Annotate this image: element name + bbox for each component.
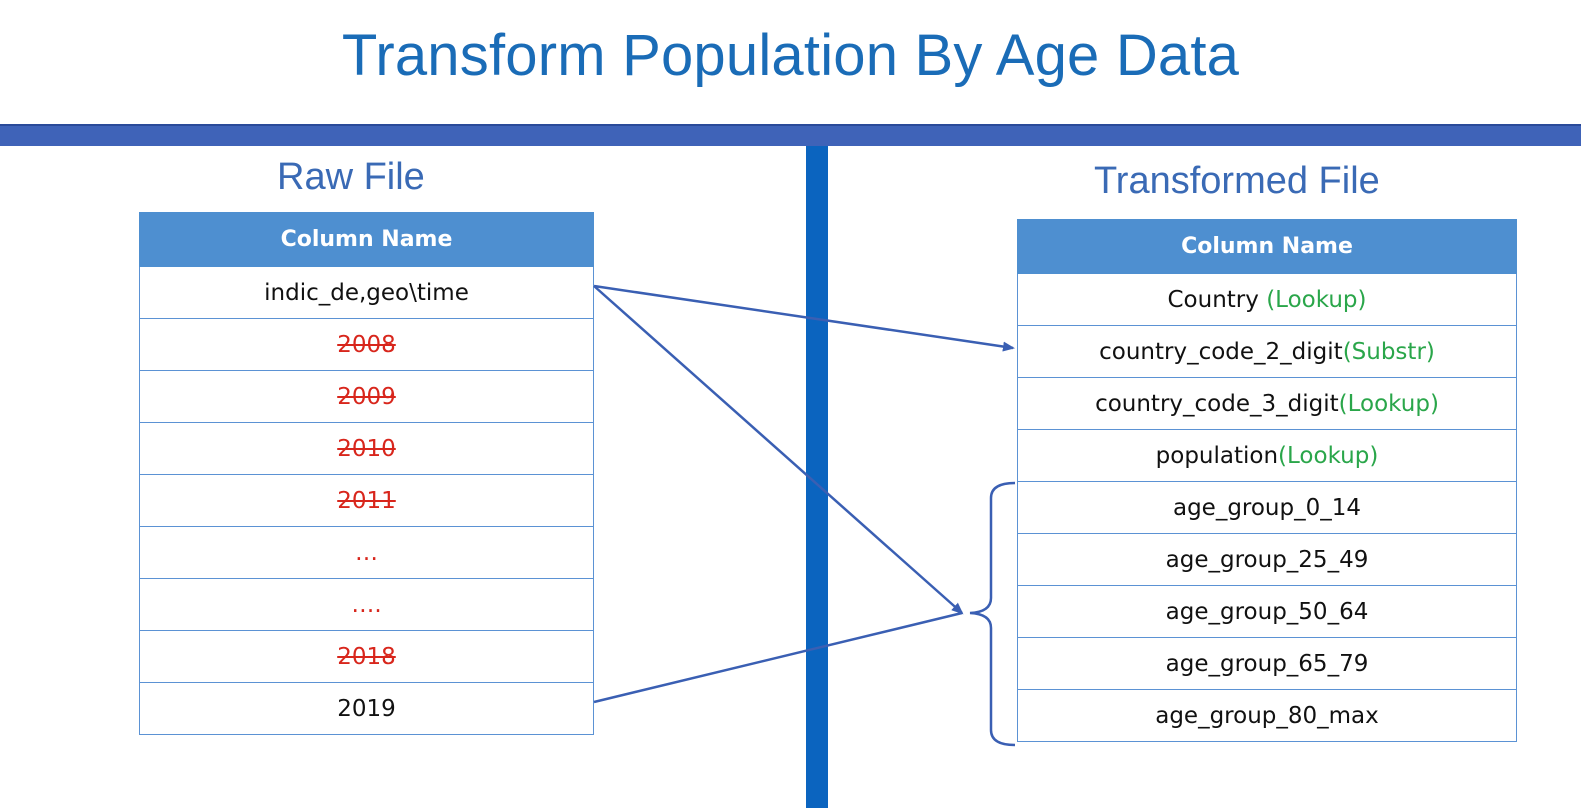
raw-row: 2011 [139,474,594,527]
column-name-text: age_group_80_max [1155,702,1379,729]
transformed-cell: population(Lookup) [1017,429,1517,482]
raw-row: 2008 [139,318,594,371]
transform-note: (Substr) [1342,338,1435,365]
raw-cell-text: 2010 [337,435,396,462]
raw-cell: 2019 [139,682,594,735]
raw-cell: …. [139,578,594,631]
column-name-text: population [1155,442,1279,469]
transformed-cell: age_group_0_14 [1017,481,1517,534]
raw-row: 2019 [139,682,594,735]
vertical-divider [806,146,828,808]
raw-cell: 2010 [139,422,594,475]
transformed-row: country_code_3_digit(Lookup) [1017,377,1517,430]
raw-file-heading: Raw File [277,156,425,198]
raw-cell: 2018 [139,630,594,683]
transformed-cell: Country (Lookup) [1017,273,1517,326]
raw-cell: 2011 [139,474,594,527]
title-band [0,124,1581,146]
raw-file-table: Column Name indic_de,geo\time 2008 2009 201… [139,212,594,735]
raw-row: 2010 [139,422,594,475]
transformed-row: age_group_25_49 [1017,533,1517,586]
raw-cell-text: 2009 [337,383,396,410]
arrow-geo-to-country-code [593,284,1015,352]
raw-row: 2018 [139,630,594,683]
column-name-text: country_code_2_digit [1099,338,1343,365]
slide-title: Transform Population By Age Data [341,23,1240,88]
title-band-edge [0,124,1581,126]
raw-row: … [139,526,594,579]
raw-cell: 2008 [139,318,594,371]
transformed-row: age_group_50_64 [1017,585,1517,638]
column-name-text: age_group_65_79 [1165,650,1369,677]
arrow-2019-to-age-groups [593,611,963,704]
transformed-row: population(Lookup) [1017,429,1517,482]
raw-cell-text: 2019 [337,695,396,722]
raw-cell-text: …. [351,591,382,618]
raw-row: …. [139,578,594,631]
transformed-row: Country (Lookup) [1017,273,1517,326]
raw-cell-text: 2008 [337,331,396,358]
transformed-cell: age_group_25_49 [1017,533,1517,586]
column-name-text: Country [1167,286,1267,313]
transform-note: (Lookup) [1278,442,1379,469]
transformed-cell: age_group_80_max [1017,689,1517,742]
raw-cell: 2009 [139,370,594,423]
raw-cell: indic_de,geo\time [139,266,594,319]
column-name-text: age_group_50_64 [1165,598,1369,625]
raw-cell-text: 2018 [337,643,396,670]
raw-row: indic_de,geo\time [139,266,594,319]
column-name-text: age_group_25_49 [1165,546,1369,573]
transformed-row: age_group_0_14 [1017,481,1517,534]
transformed-file-table: Column Name Country (Lookup) country_code… [1017,219,1517,742]
transformed-cell: age_group_50_64 [1017,585,1517,638]
transformed-row: age_group_65_79 [1017,637,1517,690]
raw-cell-text: indic_de,geo\time [264,279,469,306]
transformed-column-header: Column Name [1017,219,1517,274]
raw-column-header: Column Name [139,212,594,267]
transformed-cell: country_code_2_digit(Substr) [1017,325,1517,378]
raw-cell: … [139,526,594,579]
arrow-geo-to-age-groups [593,285,964,615]
raw-cell-text: … [355,539,378,566]
transform-note: (Lookup) [1338,390,1439,417]
age-group-bracket [969,481,1016,747]
column-name-text: age_group_0_14 [1172,494,1362,521]
transform-note: (Lookup) [1266,286,1367,313]
transformed-row: country_code_2_digit(Substr) [1017,325,1517,378]
transformed-cell: country_code_3_digit(Lookup) [1017,377,1517,430]
transformed-file-heading: Transformed File [1094,160,1380,202]
transformed-cell: age_group_65_79 [1017,637,1517,690]
transformed-row: age_group_80_max [1017,689,1517,742]
raw-cell-text: 2011 [337,487,396,514]
column-name-text: country_code_3_digit [1095,390,1339,417]
raw-row: 2009 [139,370,594,423]
